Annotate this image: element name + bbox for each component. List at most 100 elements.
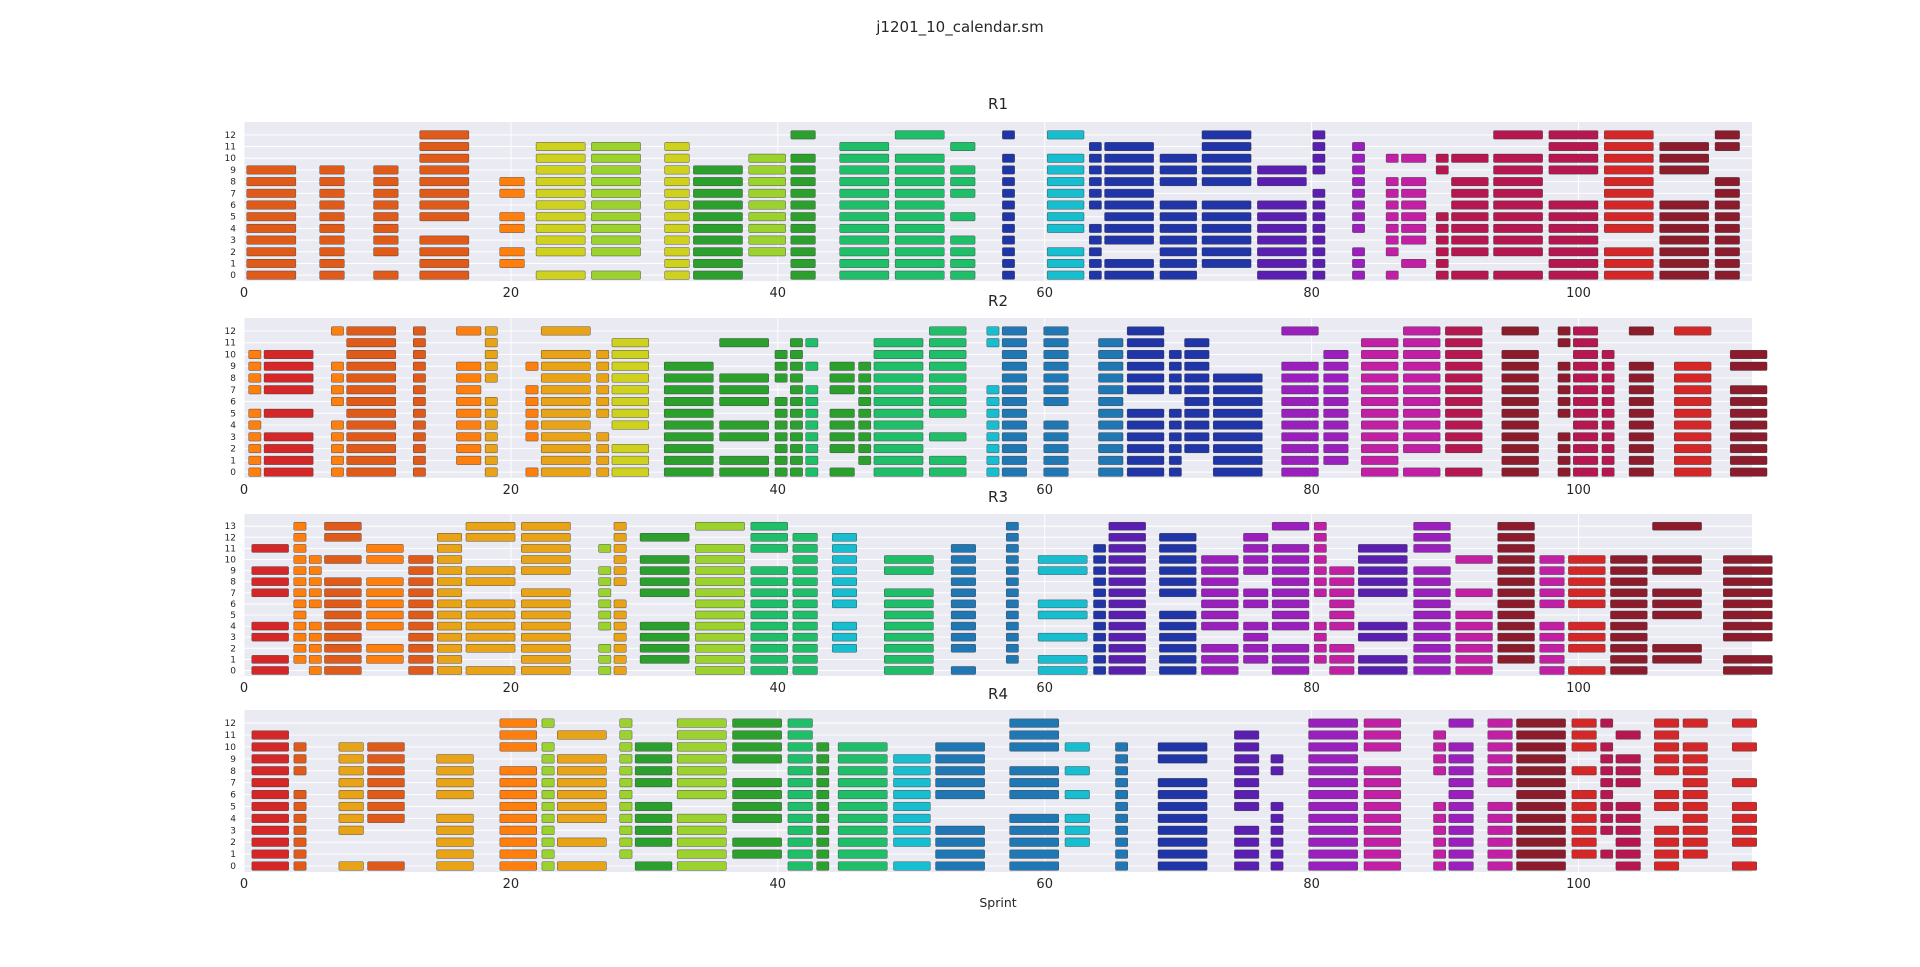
schedule-block: [1497, 533, 1535, 542]
schedule-block: [792, 588, 818, 597]
y-tick-label: 8: [230, 578, 236, 588]
schedule-block: [1548, 235, 1599, 245]
schedule-block: [1732, 801, 1757, 811]
schedule-block: [367, 861, 405, 871]
schedule-block: [1201, 588, 1239, 597]
schedule-block: [1516, 813, 1566, 823]
schedule-block: [1363, 837, 1402, 847]
schedule-block: [1600, 754, 1614, 764]
schedule-block: [873, 350, 924, 359]
y-tick-label: 1: [230, 456, 236, 466]
schedule-block: [324, 610, 362, 620]
schedule-block: [832, 533, 857, 542]
schedule-block: [1308, 754, 1358, 764]
schedule-block: [1006, 522, 1019, 531]
schedule-block: [1604, 142, 1654, 151]
schedule-block: [1654, 849, 1680, 859]
schedule-block: [1497, 577, 1535, 586]
schedule-block: [1573, 373, 1599, 383]
schedule-block: [251, 544, 289, 553]
y-tick-label: 5: [230, 213, 236, 223]
schedule-block: [816, 778, 830, 788]
schedule-block: [790, 223, 816, 233]
schedule-block: [484, 455, 498, 465]
schedule-block: [1126, 420, 1165, 430]
schedule-block: [331, 432, 344, 442]
schedule-block: [596, 467, 610, 477]
schedule-block: [1108, 588, 1146, 597]
schedule-block: [1516, 849, 1566, 859]
x-tick-label: 0: [240, 286, 248, 301]
schedule-block: [319, 212, 345, 222]
schedule-block: [1628, 467, 1654, 477]
schedule-block: [1610, 632, 1648, 642]
y-tick-label: 3: [230, 826, 236, 836]
schedule-block: [1659, 270, 1709, 280]
schedule-block: [596, 385, 610, 395]
schedule-block: [634, 813, 673, 823]
schedule-block: [1271, 655, 1310, 664]
schedule-block: [1159, 566, 1197, 575]
schedule-block: [1352, 247, 1365, 257]
schedule-block: [1501, 350, 1539, 359]
schedule-block: [456, 361, 482, 371]
panel-title: R4: [988, 685, 1008, 703]
schedule-block: [805, 467, 819, 477]
schedule-block: [790, 188, 816, 198]
schedule-block: [346, 432, 396, 442]
schedule-block: [664, 420, 714, 430]
schedule-block: [1610, 655, 1648, 664]
schedule-block: [950, 165, 976, 175]
schedule-block: [1682, 849, 1708, 859]
schedule-block: [408, 655, 434, 664]
schedule-block: [790, 338, 803, 348]
schedule-block: [1723, 588, 1773, 597]
schedule-block: [950, 177, 976, 187]
y-tick-label: 10: [225, 154, 237, 164]
schedule-block: [1682, 754, 1708, 764]
schedule-block: [1652, 522, 1702, 531]
schedule-block: [1573, 408, 1599, 418]
schedule-block: [1401, 177, 1427, 187]
schedule-block: [1201, 621, 1239, 631]
schedule-block: [1361, 338, 1399, 348]
schedule-block: [1501, 397, 1539, 406]
schedule-block: [1723, 655, 1773, 664]
schedule-block: [308, 588, 322, 597]
schedule-block: [1329, 588, 1355, 597]
schedule-block: [1659, 259, 1709, 268]
schedule-block: [1723, 577, 1773, 586]
schedule-block: [1413, 655, 1451, 664]
y-tick-label: 6: [230, 201, 236, 211]
schedule-block: [1358, 621, 1408, 631]
schedule-block: [1308, 801, 1358, 811]
schedule-block: [541, 455, 591, 465]
schedule-block: [1093, 577, 1106, 586]
schedule-block: [1539, 666, 1565, 675]
schedule-block: [413, 408, 426, 418]
schedule-block: [1539, 621, 1565, 631]
schedule-block: [1234, 790, 1260, 800]
schedule-block: [1270, 754, 1284, 764]
schedule-block: [1714, 142, 1740, 151]
schedule-block: [251, 588, 289, 597]
schedule-block: [1281, 361, 1319, 371]
schedule-block: [1413, 621, 1451, 631]
schedule-block: [413, 432, 426, 442]
panel-title: R2: [988, 292, 1008, 310]
schedule-block: [1037, 599, 1088, 609]
schedule-block: [437, 644, 463, 653]
schedule-block: [1184, 373, 1210, 383]
schedule-block: [1093, 632, 1106, 642]
schedule-block: [1448, 813, 1474, 823]
schedule-block: [1568, 599, 1606, 609]
schedule-block: [1093, 621, 1106, 631]
schedule-block: [1573, 385, 1599, 395]
schedule-block: [408, 644, 434, 653]
schedule-block: [816, 837, 830, 847]
schedule-block: [1271, 588, 1310, 597]
schedule-block: [1730, 455, 1768, 465]
x-tick-label: 40: [770, 483, 787, 498]
schedule-block: [1308, 778, 1358, 788]
schedule-block: [1098, 397, 1124, 406]
